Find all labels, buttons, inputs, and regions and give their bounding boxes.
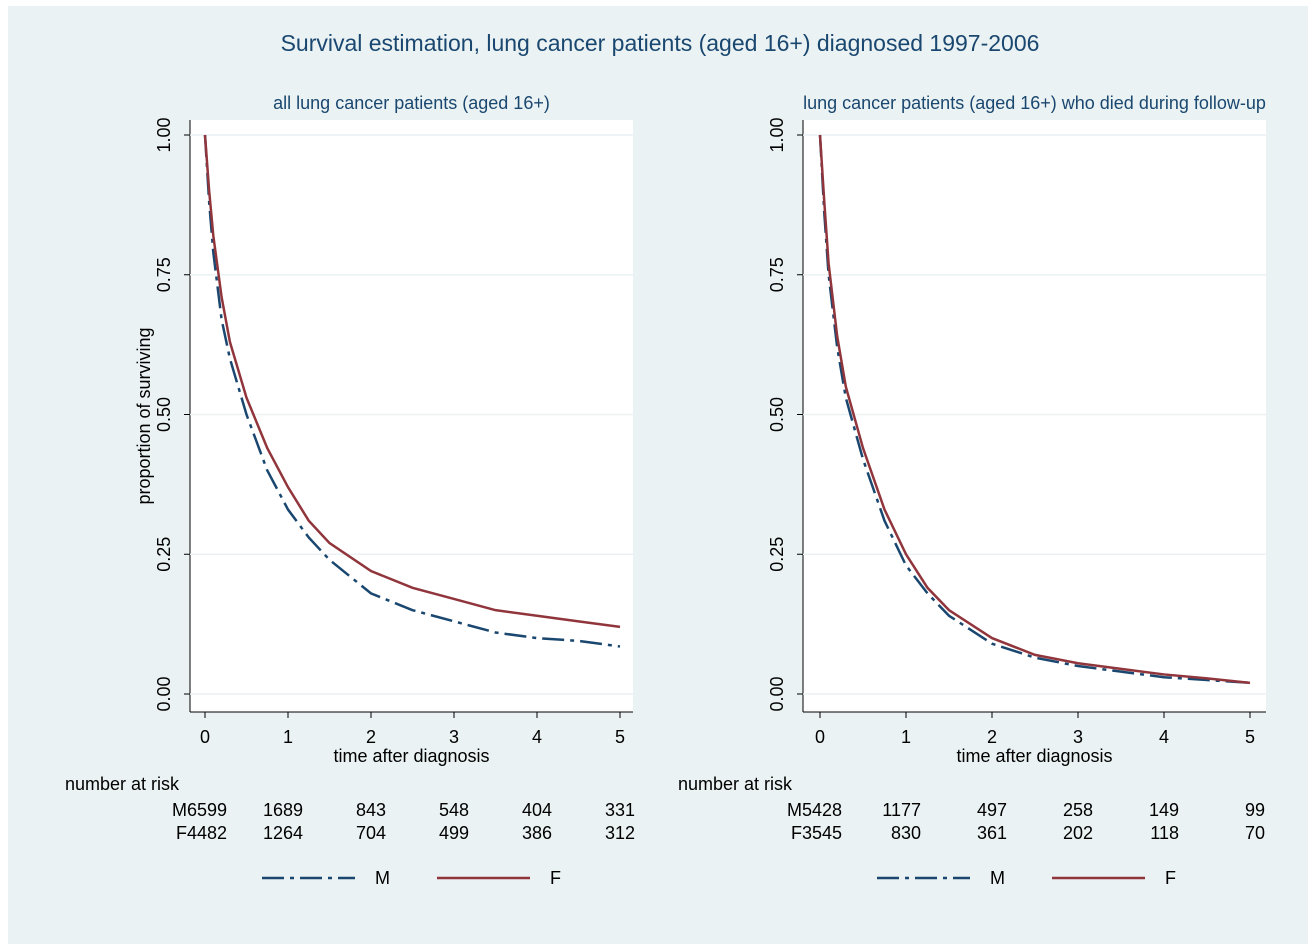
legend-label: M <box>990 868 1005 888</box>
risk-value: 404 <box>522 800 552 820</box>
x-tick-label: 1 <box>901 727 911 747</box>
subtitle: lung cancer patients (aged 16+) who died… <box>803 93 1266 113</box>
risk-row: F3545 <box>791 823 842 843</box>
risk-value: 312 <box>605 823 635 843</box>
plot-area <box>803 120 1266 712</box>
legend-label: F <box>550 868 561 888</box>
y-tick-label: 0.00 <box>767 676 787 711</box>
x-tick-label: 4 <box>532 727 542 747</box>
risk-row: M6599 <box>172 800 227 820</box>
risk-value: 548 <box>439 800 469 820</box>
risk-row-label: F <box>176 823 187 843</box>
risk-value: 118 <box>1150 823 1179 843</box>
risk-row-label: F <box>791 823 802 843</box>
risk-value: 497 <box>977 800 1007 820</box>
y-tick-label: 1.00 <box>154 117 174 152</box>
y-tick-label: 1.00 <box>767 117 787 152</box>
y-tick-label: 0.75 <box>767 257 787 292</box>
x-tick-label: 2 <box>366 727 376 747</box>
chart-title: Survival estimation, lung cancer patient… <box>281 30 1040 56</box>
x-axis-label: time after diagnosis <box>333 746 489 766</box>
risk-row: M5428 <box>787 800 842 820</box>
y-tick-label: 0.25 <box>154 537 174 572</box>
risk-value: 499 <box>439 823 469 843</box>
risk-value: 258 <box>1063 800 1093 820</box>
risk-table-title: number at risk <box>65 774 180 794</box>
risk-value: 843 <box>356 800 386 820</box>
y-tick-label: 0.75 <box>154 257 174 292</box>
risk-value: 1264 <box>263 823 303 843</box>
risk-value: 4482 <box>187 823 227 843</box>
x-axis-label: time after diagnosis <box>956 746 1112 766</box>
risk-value: 830 <box>891 823 921 843</box>
risk-value: 99 <box>1245 800 1265 820</box>
risk-row-label: M <box>172 800 187 820</box>
risk-row: F4482 <box>176 823 227 843</box>
x-tick-label: 3 <box>449 727 459 747</box>
risk-value: 202 <box>1063 823 1093 843</box>
risk-value: 386 <box>522 823 552 843</box>
y-tick-label: 0.00 <box>154 676 174 711</box>
risk-value: 704 <box>356 823 386 843</box>
survival-curve <box>818 134 1251 685</box>
plot-area <box>190 120 633 712</box>
survival-curve <box>203 134 621 629</box>
x-tick-label: 4 <box>1159 727 1169 747</box>
x-tick-label: 5 <box>1245 727 1255 747</box>
x-tick-label: 0 <box>815 727 825 747</box>
risk-value: 361 <box>977 823 1007 843</box>
risk-value: 70 <box>1245 823 1265 843</box>
subtitle: all lung cancer patients (aged 16+) <box>273 93 550 113</box>
risk-value: 149 <box>1149 800 1179 820</box>
risk-table-title: number at risk <box>678 774 793 794</box>
y-tick-label: 0.50 <box>767 397 787 432</box>
x-tick-label: 1 <box>283 727 293 747</box>
risk-row-label: M <box>787 800 802 820</box>
x-tick-label: 3 <box>1073 727 1083 747</box>
risk-value: 3545 <box>802 823 842 843</box>
y-tick-label: 0.50 <box>154 397 174 432</box>
x-tick-label: 2 <box>987 727 997 747</box>
y-axis-label: proportion of surviving <box>134 327 154 504</box>
risk-value: 1689 <box>263 800 303 820</box>
x-tick-label: 0 <box>200 727 210 747</box>
survival-curve <box>203 134 621 648</box>
risk-value: 6599 <box>187 800 227 820</box>
x-tick-label: 5 <box>615 727 625 747</box>
legend-label: M <box>375 868 390 888</box>
legend-label: F <box>1165 868 1176 888</box>
risk-value: 1177 <box>882 800 921 820</box>
risk-value: 5428 <box>802 800 842 820</box>
risk-value: 331 <box>605 800 635 820</box>
y-tick-label: 0.25 <box>767 537 787 572</box>
